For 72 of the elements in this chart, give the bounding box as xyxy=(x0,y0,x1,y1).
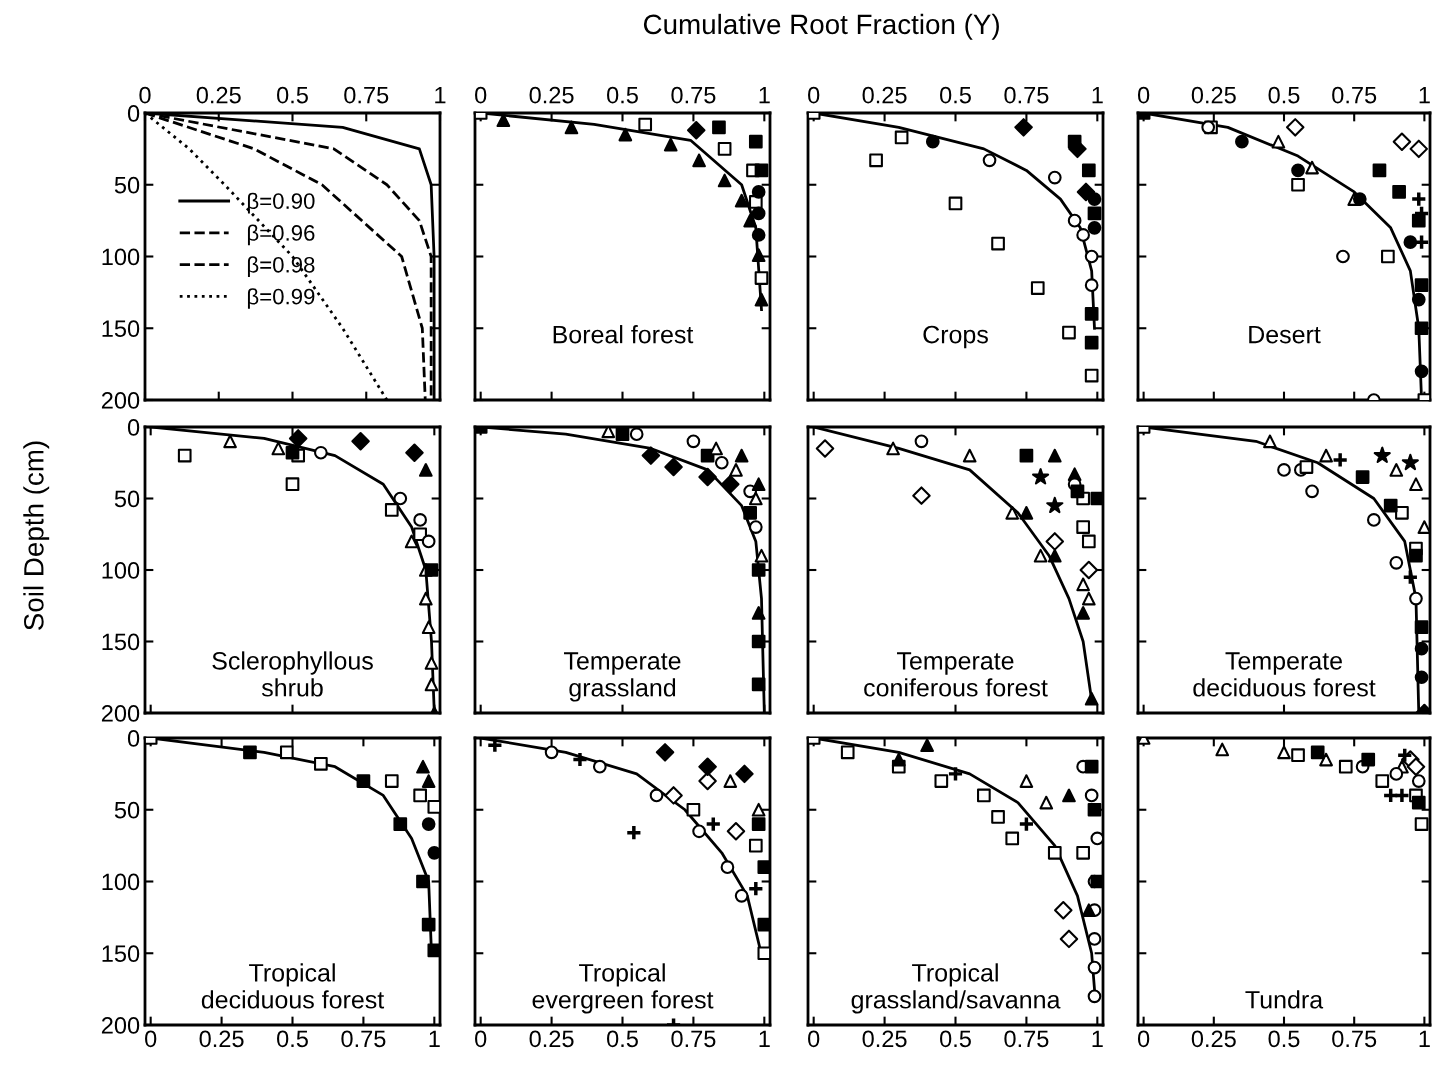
y-tick-label: 150 xyxy=(102,945,140,963)
x-tick-label: 0.25 xyxy=(1191,1030,1236,1048)
x-tick-label: 0.5 xyxy=(1268,1030,1300,1048)
x-tick-label: 1 xyxy=(759,87,770,104)
x-tick-label: 1 xyxy=(1092,1030,1103,1047)
x-tick-label: 0.25 xyxy=(529,86,574,104)
x-tick-label: 0.5 xyxy=(940,1030,971,1048)
x-tick-label: 1 xyxy=(1419,87,1430,104)
x-tick-label: 0.5 xyxy=(277,1030,308,1048)
x-tick-label: 0 xyxy=(139,86,151,104)
x-tick-label: 0.25 xyxy=(196,86,241,104)
y-tick-label: 0 xyxy=(127,419,140,436)
text: Tropical deciduous forest xyxy=(201,963,385,1009)
x-tick-label: 0 xyxy=(1137,86,1150,104)
text: Temperate deciduous forest xyxy=(1193,652,1376,697)
x-tick-label: 0.5 xyxy=(940,86,971,104)
x-tick-label: 0.75 xyxy=(341,1030,386,1048)
x-tick-label: 0.25 xyxy=(529,1030,574,1048)
y-tick-label: 0 xyxy=(127,105,140,122)
y-tick-label: 50 xyxy=(114,176,140,194)
x-tick-label: 1 xyxy=(435,87,446,104)
legend-label: β=0.98 xyxy=(247,256,315,278)
x-tick-label: 0 xyxy=(1137,1030,1150,1048)
x-tick-label: 0 xyxy=(145,1030,157,1048)
x-tick-label: 0 xyxy=(475,1030,487,1048)
text: Tropical evergreen forest xyxy=(532,963,714,1014)
y-tick-label: 0 xyxy=(127,730,140,747)
y-tick-label: 200 xyxy=(101,705,140,722)
y-tick-label: 50 xyxy=(114,490,140,508)
y-tick-label: 200 xyxy=(101,1017,140,1034)
y-tick-label: 100 xyxy=(102,873,140,891)
x-tick-label: 0.75 xyxy=(671,1030,716,1048)
x-tick-label: 1 xyxy=(429,1030,440,1047)
y-tick-label: 50 xyxy=(114,801,140,819)
x-tick-label: 0.75 xyxy=(344,86,389,104)
text: Temperate coniferous forest xyxy=(864,652,1048,697)
x-tick-label: 0.25 xyxy=(862,86,907,104)
text: Boreal forest xyxy=(553,325,694,344)
text: Sclerophyllous shrub xyxy=(212,651,373,697)
legend-label: β=0.96 xyxy=(247,224,315,246)
x-tick-label: 0.25 xyxy=(199,1030,244,1048)
text: Crops xyxy=(923,325,988,349)
y-tick-label: 100 xyxy=(102,248,140,266)
x-tick-label: 0.25 xyxy=(1191,86,1236,104)
x-tick-label: 1 xyxy=(1419,1030,1430,1047)
x-tick-label: 0 xyxy=(808,1030,820,1048)
x-tick-label: 1 xyxy=(1092,87,1103,104)
x-tick-label: 0.75 xyxy=(671,86,716,104)
text: Desert xyxy=(1249,325,1321,344)
x-tick-label: 0.25 xyxy=(862,1030,907,1048)
x-tick-label: 0.75 xyxy=(1004,86,1049,104)
x-tick-label: 0 xyxy=(808,86,820,104)
x-tick-label: 0.5 xyxy=(1268,86,1300,104)
y-tick-label: 200 xyxy=(101,392,140,409)
y-tick-label: 150 xyxy=(102,320,140,338)
x-tick-label: 0.5 xyxy=(607,1030,638,1048)
legend-label: β=0.99 xyxy=(247,288,315,309)
x-tick-label: 0.75 xyxy=(1332,86,1377,104)
x-tick-label: 0.75 xyxy=(1004,1030,1049,1048)
legend-label: β=0.90 xyxy=(247,192,315,214)
x-tick-label: 0.5 xyxy=(607,86,638,104)
text: Tundra xyxy=(1245,990,1324,1009)
y-tick-label: 100 xyxy=(102,562,140,579)
text: Temperate grassland xyxy=(564,652,681,702)
x-tick-label: 0.5 xyxy=(277,86,308,104)
y-tick-label: 150 xyxy=(102,633,140,651)
text: Soil Depth (cm) xyxy=(23,441,50,630)
x-tick-label: 0 xyxy=(475,86,487,104)
x-tick-label: 0.75 xyxy=(1332,1030,1377,1048)
text: Cumulative Root Fraction (Y) xyxy=(643,13,999,40)
text: Tropical grassland/savanna xyxy=(851,963,1061,1014)
x-tick-label: 1 xyxy=(759,1030,770,1047)
